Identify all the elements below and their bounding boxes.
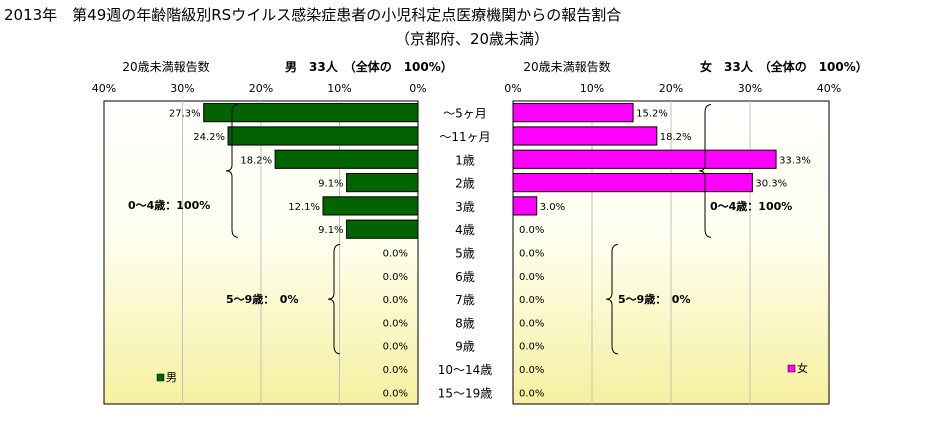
- female-annotation-0-4: 0～4歳：100%: [710, 199, 792, 213]
- male-tick-label: 10%: [327, 82, 351, 95]
- male-bar: [346, 172, 419, 193]
- male-data-label: 9.1%: [318, 225, 343, 236]
- female-tick-label: 0%: [504, 82, 521, 95]
- male-bar: [346, 219, 419, 239]
- category-label: 9歳: [455, 340, 475, 354]
- male-tick-label: 30%: [170, 82, 194, 95]
- male-brace-0-4: [225, 104, 239, 238]
- male-bar: [322, 196, 419, 216]
- female-data-label: 33.3%: [779, 155, 811, 166]
- male-bar: [274, 149, 419, 169]
- male-data-label: 18.2%: [240, 155, 272, 166]
- male-bar: [203, 103, 419, 123]
- female-data-label: 0.0%: [519, 295, 544, 306]
- category-label: 5歳: [455, 247, 475, 261]
- female-tick-label: 10%: [580, 82, 604, 95]
- male-tick-label: 20%: [249, 82, 273, 95]
- category-label: 15～19歳: [438, 386, 493, 400]
- female-data-label: 0.0%: [519, 272, 544, 283]
- female-data-label: 0.0%: [519, 342, 544, 353]
- category-label: ～5ヶ月: [443, 107, 487, 121]
- male-legend-swatch: [156, 373, 165, 382]
- male-annotation-5-9: 5～9歳： 0%: [226, 292, 298, 306]
- female-data-label: 30.3%: [755, 179, 787, 190]
- male-data-label: 0.0%: [383, 318, 408, 329]
- female-tick-label: 20%: [659, 82, 683, 95]
- female-brace-5-9: [605, 244, 619, 355]
- male-data-label: 27.3%: [169, 109, 201, 120]
- male-data-label: 12.1%: [288, 202, 320, 213]
- female-bar: [512, 126, 658, 146]
- male-legend-label: 男: [166, 371, 177, 384]
- category-label: 8歳: [455, 316, 475, 330]
- female-tick-label: 30%: [738, 82, 762, 95]
- male-header: 男 33人 （全体の 100%）: [285, 59, 453, 74]
- female-legend-swatch: [787, 364, 796, 373]
- male-brace-5-9: [327, 244, 341, 355]
- chart-title-line1: 2013年 第49週の年齢階級別RSウイルス感染症患者の小児科定点医療機関からの…: [4, 6, 622, 24]
- female-data-label: 0.0%: [519, 225, 544, 236]
- male-tick-label: 40%: [92, 82, 116, 95]
- female-legend-label: 女: [797, 361, 808, 375]
- male-data-label: 0.0%: [383, 365, 408, 376]
- female-bar: [512, 196, 538, 216]
- chart-title-line2: （京都府、20歳未満）: [394, 30, 550, 48]
- category-label: ～11ヶ月: [439, 130, 490, 144]
- male-data-label: 0.0%: [383, 272, 408, 283]
- female-bar: [512, 103, 634, 123]
- category-label: 10～14歳: [438, 363, 493, 377]
- category-label: 6歳: [455, 270, 475, 284]
- male-annotation-0-4: 0～4歳：100%: [128, 198, 210, 212]
- male-data-label: 24.2%: [193, 132, 225, 143]
- female-data-label: 0.0%: [519, 388, 544, 399]
- female-bar: [512, 149, 777, 169]
- male-data-label: 0.0%: [383, 388, 408, 399]
- category-label: 3歳: [455, 200, 475, 214]
- male-data-label: 0.0%: [383, 249, 408, 260]
- female-data-label: 0.0%: [519, 249, 544, 260]
- category-label: 1歳: [455, 153, 475, 167]
- category-label: 7歳: [455, 293, 475, 307]
- male-data-label: 0.0%: [383, 342, 408, 353]
- female-subtitle: 20歳未満報告数: [523, 59, 610, 74]
- female-data-label: 15.2%: [636, 109, 668, 120]
- male-bar: [227, 126, 419, 146]
- female-data-label: 0.0%: [519, 318, 544, 329]
- male-data-label: 9.1%: [318, 179, 343, 190]
- female-annotation-5-9: 5～9歳： 0%: [618, 292, 690, 306]
- female-bar: [512, 172, 753, 193]
- category-label: 4歳: [455, 223, 475, 237]
- female-data-label: 18.2%: [660, 132, 692, 143]
- female-brace-0-4: [698, 104, 712, 238]
- category-label: 2歳: [455, 177, 475, 191]
- female-header: 女 33人 （全体の 100%）: [700, 59, 868, 74]
- male-data-label: 0.0%: [383, 295, 408, 306]
- female-data-label: 0.0%: [519, 365, 544, 376]
- male-tick-label: 0%: [409, 82, 426, 95]
- male-subtitle: 20歳未満報告数: [122, 59, 209, 74]
- female-data-label: 3.0%: [540, 202, 565, 213]
- female-tick-label: 40%: [817, 82, 841, 95]
